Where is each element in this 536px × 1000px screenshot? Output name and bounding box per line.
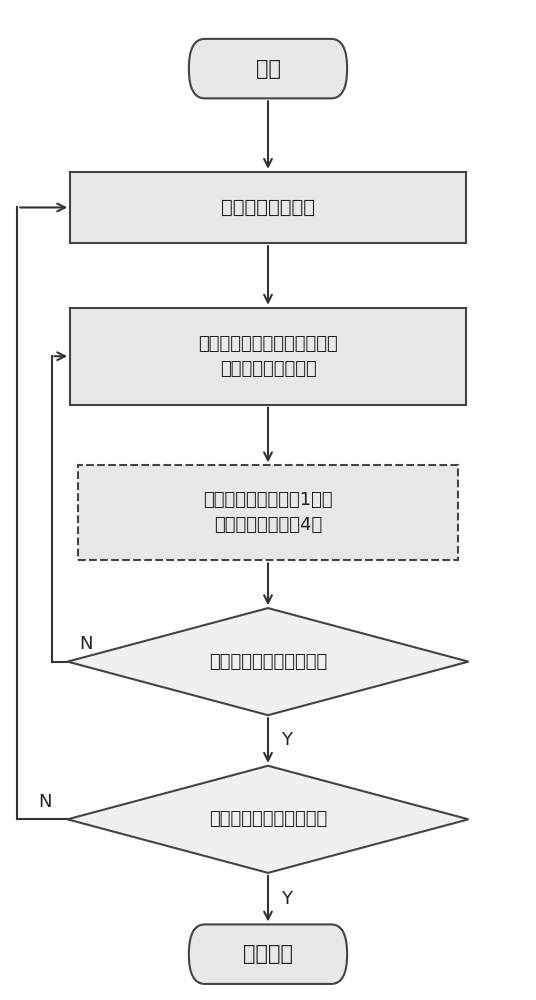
Text: 指定题型题量达到要求？: 指定题型题量达到要求？ [209, 653, 327, 671]
Text: Y: Y [281, 731, 292, 749]
FancyBboxPatch shape [189, 924, 347, 984]
FancyBboxPatch shape [189, 39, 347, 98]
FancyBboxPatch shape [70, 172, 466, 243]
Text: N: N [79, 635, 93, 653]
Text: 抽题结束: 抽题结束 [243, 944, 293, 964]
Text: 选定抽取断点的下一个知识模
块做为当前抽题模块: 选定抽取断点的下一个知识模 块做为当前抽题模块 [198, 335, 338, 378]
Text: N: N [39, 793, 52, 811]
Polygon shape [68, 608, 468, 715]
FancyBboxPatch shape [70, 308, 466, 405]
Text: 开始: 开始 [256, 59, 280, 79]
Text: 依次为每套试卷抽取1道题
目并标记（详见图4）: 依次为每套试卷抽取1道题 目并标记（详见图4） [203, 491, 333, 534]
FancyBboxPatch shape [78, 465, 458, 560]
Text: 所有题型题量已达要求？: 所有题型题量已达要求？ [209, 810, 327, 828]
Text: Y: Y [281, 890, 292, 908]
Text: 选定抽取题目类型: 选定抽取题目类型 [221, 198, 315, 217]
Polygon shape [68, 766, 468, 873]
